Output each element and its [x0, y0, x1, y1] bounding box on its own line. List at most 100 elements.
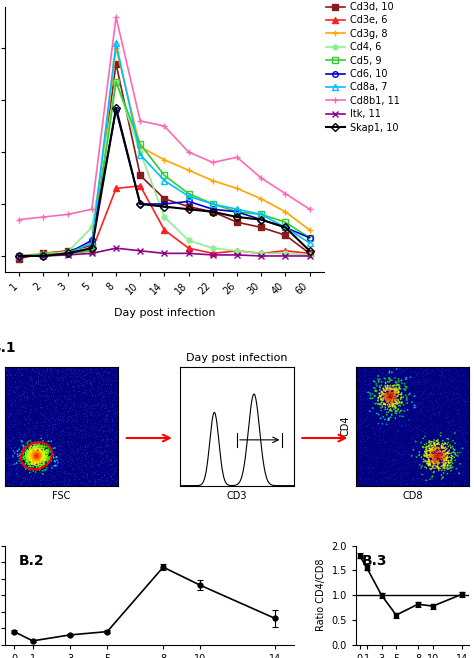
Point: [359, 361, 367, 372]
Point: [459, 370, 467, 380]
Point: [440, 370, 448, 381]
Point: [114, 372, 121, 382]
Point: [38, 452, 46, 463]
Point: [393, 406, 401, 417]
Point: [458, 398, 465, 409]
Point: [113, 475, 120, 486]
Point: [454, 406, 461, 417]
Point: [374, 455, 382, 465]
Point: [403, 398, 411, 409]
Point: [434, 457, 442, 467]
Point: [27, 438, 35, 449]
Point: [63, 397, 71, 408]
Point: [70, 446, 78, 457]
Point: [25, 448, 33, 459]
Point: [32, 453, 39, 463]
Point: [438, 438, 446, 449]
Point: [441, 443, 448, 454]
Point: [410, 392, 418, 402]
Point: [83, 442, 91, 452]
Point: [395, 397, 403, 407]
Point: [32, 455, 40, 465]
Point: [441, 463, 448, 473]
Point: [452, 383, 460, 393]
Point: [10, 382, 18, 393]
Point: [432, 445, 440, 455]
Point: [380, 424, 388, 435]
Point: [34, 451, 41, 462]
Point: [423, 446, 430, 457]
Point: [374, 392, 382, 403]
Point: [72, 453, 80, 463]
Point: [104, 392, 112, 402]
Point: [98, 399, 105, 410]
Point: [414, 438, 421, 449]
Point: [31, 443, 39, 454]
Point: [423, 468, 431, 478]
Point: [102, 473, 109, 484]
Point: [377, 426, 384, 437]
Point: [98, 480, 106, 490]
Point: [12, 468, 20, 478]
Point: [430, 458, 438, 468]
Point: [83, 447, 91, 458]
Point: [410, 475, 418, 486]
Point: [425, 463, 433, 473]
Point: [43, 403, 51, 413]
Itk, 11: [307, 252, 312, 260]
Point: [388, 410, 396, 420]
Point: [36, 436, 44, 447]
Point: [100, 422, 108, 432]
Point: [50, 414, 57, 424]
Point: [18, 446, 26, 457]
Point: [376, 443, 384, 453]
Point: [437, 370, 445, 380]
Point: [20, 458, 27, 468]
Point: [393, 368, 401, 379]
Point: [36, 451, 44, 462]
Skap1, 10: [210, 208, 216, 216]
Point: [430, 457, 438, 468]
Point: [376, 381, 383, 392]
Point: [13, 382, 21, 392]
Point: [422, 368, 429, 379]
Point: [25, 469, 33, 480]
Point: [434, 411, 442, 422]
Point: [44, 449, 51, 460]
Point: [430, 450, 438, 461]
Point: [439, 440, 447, 450]
Point: [109, 451, 117, 461]
Point: [438, 457, 446, 468]
Point: [437, 373, 444, 384]
Point: [85, 458, 92, 468]
Point: [88, 454, 96, 465]
Point: [86, 430, 93, 440]
Skap1, 10: [283, 224, 288, 232]
Point: [102, 390, 110, 400]
Point: [15, 456, 23, 467]
Point: [42, 447, 50, 458]
Point: [444, 460, 451, 470]
Point: [103, 434, 110, 444]
Point: [73, 463, 81, 473]
Point: [393, 397, 401, 407]
Point: [24, 453, 32, 463]
Point: [23, 395, 30, 405]
Point: [421, 465, 428, 476]
Point: [429, 366, 437, 376]
Point: [10, 386, 18, 396]
Point: [435, 452, 442, 463]
Point: [41, 453, 49, 464]
Point: [434, 380, 442, 390]
Point: [77, 390, 84, 400]
Point: [448, 455, 456, 465]
Point: [447, 453, 455, 463]
Point: [98, 405, 106, 415]
Point: [29, 449, 36, 459]
Point: [389, 399, 397, 410]
Point: [109, 452, 117, 463]
Point: [411, 437, 419, 447]
Point: [3, 468, 10, 478]
Point: [27, 442, 34, 452]
Point: [89, 401, 96, 411]
